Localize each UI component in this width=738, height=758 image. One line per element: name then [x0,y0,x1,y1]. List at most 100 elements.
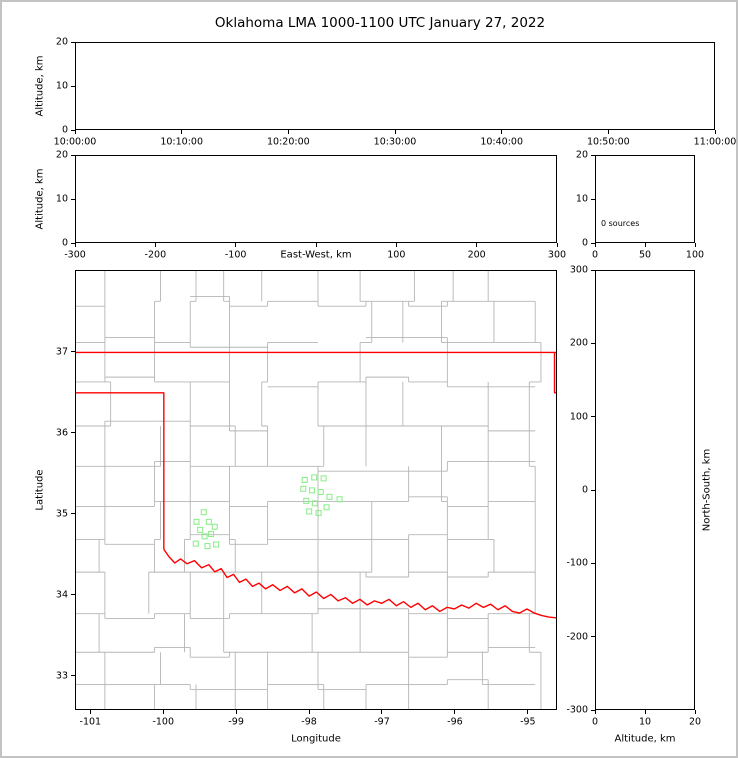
lma-source-marker [323,504,330,511]
tick-mark [381,710,383,714]
tick-mark [74,243,76,247]
tick-label: 20 [575,149,588,161]
tick-label: 0 [581,484,588,496]
tick-label: 36 [55,427,68,439]
tick-label: 10 [55,80,68,92]
lma-source-marker [208,530,215,538]
tick-mark [395,243,397,247]
lma-source-marker [306,508,313,515]
tick-mark [476,243,478,247]
tick-mark [644,710,646,714]
tick-mark [454,710,456,714]
tick-mark [308,710,310,714]
tick-mark [591,242,595,244]
lma-source-marker [197,526,204,533]
altitude-histogram-panel: 0 sources [595,155,695,243]
tick-label: -100 [566,557,588,569]
tick-label: -300 [566,704,588,716]
altitude-time-panel [75,42,715,130]
tick-mark [71,513,75,515]
ns-panel-x-axis-label: Altitude, km [614,733,676,745]
lma-source-marker [326,493,333,500]
tick-mark [591,489,595,491]
source-count-annotation: 0 sources [601,219,640,228]
lma-source-marker [303,497,310,504]
tick-label: 10 [575,193,588,205]
tick-label: -97 [374,716,390,728]
tick-mark [591,154,595,156]
tick-label: -101 [79,716,102,728]
tick-label: 10:00:00 [53,136,97,148]
lma-source-marker [211,523,218,530]
tick-mark [591,269,595,271]
lma-source-marker [311,500,318,507]
tick-label: 20 [55,36,68,48]
figure-title: Oklahoma LMA 1000-1100 UTC January 27, 2… [214,15,546,31]
tick-label: 10 [638,716,652,728]
tick-mark [644,243,646,247]
tick-label: 0 [591,249,599,261]
tick-mark [694,710,696,714]
tick-label: -96 [447,716,463,728]
tick-mark [89,710,91,714]
map-y-axis-label: Latitude [34,469,46,511]
altitude-northsouth-panel [595,270,695,710]
tick-label: 0 [591,716,599,728]
tick-mark [591,636,595,638]
altitude-eastwest-panel [75,155,557,243]
tick-mark [235,243,237,247]
lma-source-marker [200,509,207,516]
state-border [163,548,556,619]
tick-label: 10:50:00 [586,136,630,148]
tick-mark [181,130,183,134]
tick-label: -200 [566,631,588,643]
tick-mark [162,710,164,714]
ew-panel-x-axis-label: East-West, km [280,249,352,261]
tick-mark [556,243,558,247]
lma-source-marker [204,543,211,550]
tick-label: -95 [520,716,536,728]
oklahoma-map-canvas [76,271,556,709]
tick-label: 100 [569,411,588,423]
tick-mark [71,675,75,677]
lma-source-marker [193,518,200,525]
tick-label: 0 [581,237,588,249]
tick-mark [235,710,237,714]
tick-mark [74,130,76,134]
ew-panel-y-axis-label: Altitude, km [34,168,46,230]
state-border [76,392,165,550]
tick-label: 10:30:00 [373,136,417,148]
tick-label: -100 [152,716,174,728]
tick-mark [591,342,595,344]
tick-label: 37 [55,346,68,358]
tick-mark [591,416,595,418]
tick-mark [71,129,75,131]
tick-label: 10:10:00 [160,136,203,148]
tick-mark [71,432,75,434]
tick-label: -99 [228,716,244,728]
tick-mark [591,709,595,711]
tick-mark [594,710,596,714]
lma-source-marker [213,541,220,548]
lma-source-marker [315,509,322,517]
tick-label: 200 [569,337,588,349]
lma-source-marker [317,488,324,496]
lma-source-marker [205,518,212,525]
tick-label: 50 [638,249,652,261]
tick-mark [594,243,596,247]
lma-source-marker [192,540,199,547]
tick-label: 10:20:00 [266,136,310,148]
tick-mark [154,243,156,247]
tick-label: 10 [55,193,68,205]
tick-label: 35 [55,508,68,520]
tick-label: 20 [55,149,68,161]
tick-mark [71,154,75,156]
time-panel-y-axis-label: Altitude, km [34,55,46,117]
lma-source-marker [301,476,308,483]
tick-label: 300 [547,249,567,261]
state-border [553,352,556,394]
tick-mark [71,85,75,87]
lma-source-marker [311,474,318,481]
lma-source-marker [308,487,316,494]
